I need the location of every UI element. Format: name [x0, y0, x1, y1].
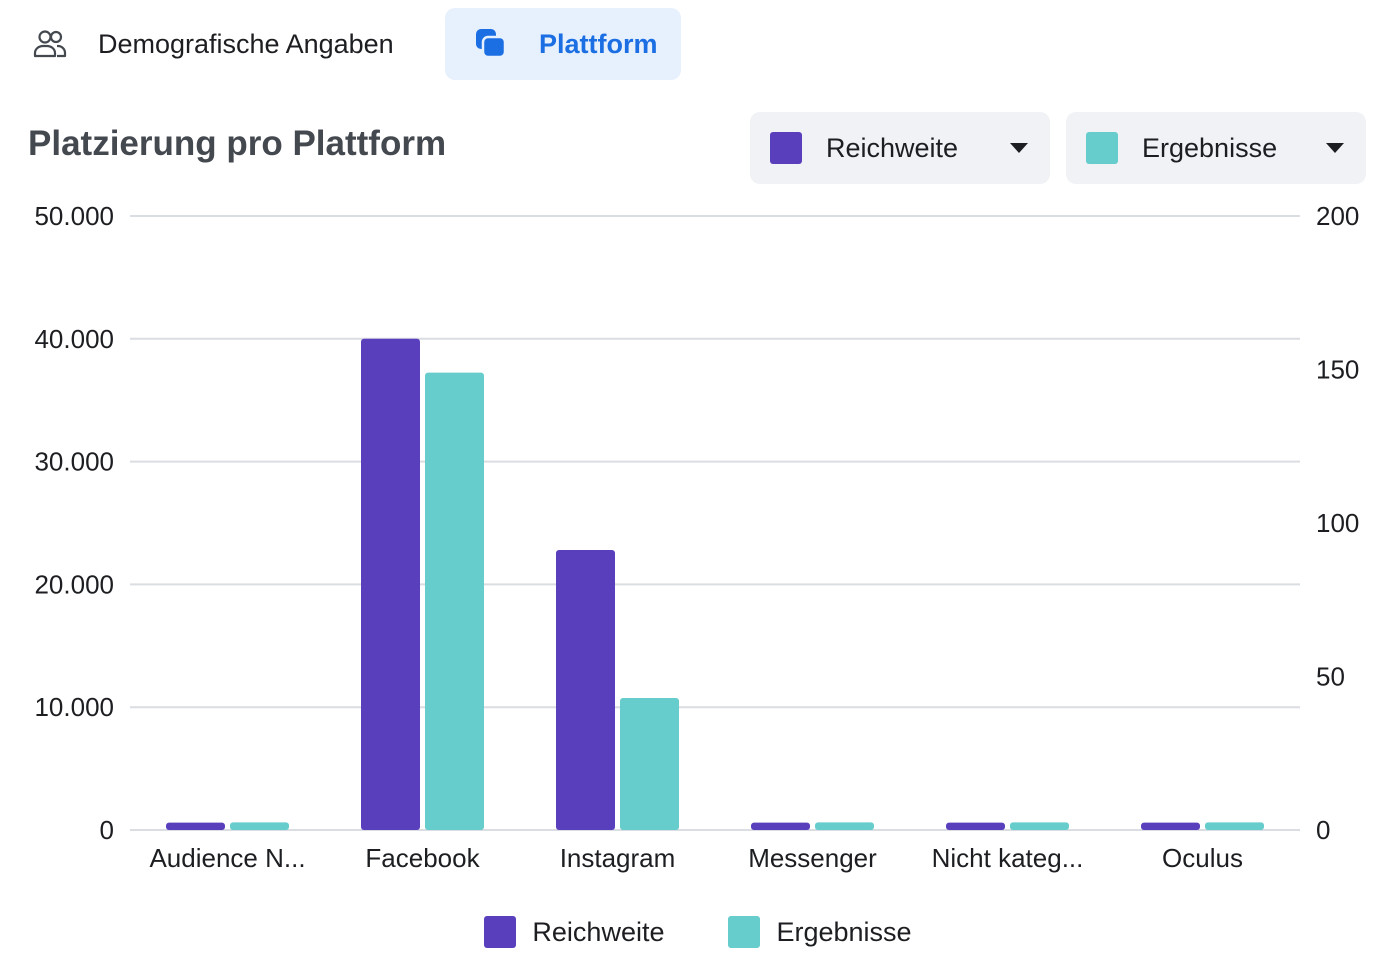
legend-swatch-reichweite [484, 916, 517, 948]
y-left-tick-label: 10.000 [34, 692, 114, 722]
chart-title: Platzierung pro Plattform [28, 124, 447, 163]
bar-reichweite-1 [361, 338, 420, 830]
tab-plattform[interactable]: Plattform [445, 8, 681, 80]
y-right-tick-label: 50 [1316, 662, 1345, 692]
x-tick-label: Instagram [560, 843, 676, 873]
caret-down-icon [1010, 143, 1028, 153]
tab-bar: Demografische Angaben Plattform [0, 8, 1396, 80]
x-tick-label: Audience N... [149, 843, 305, 873]
platform-icon [473, 26, 509, 62]
legend-item-reichweite[interactable]: Reichweite [484, 916, 664, 948]
x-tick-label: Oculus [1162, 843, 1243, 873]
bar-reichweite-5 [1141, 822, 1200, 830]
legend-swatch-ergebnisse [728, 916, 761, 948]
bar-chart: 0 10.000 20.000 30.000 40.000 50.000 0 50 100 150… [34, 201, 1359, 873]
y-right-tick-label: 200 [1316, 201, 1359, 231]
reichweite-select[interactable]: Reichweite [750, 112, 1050, 184]
y-left-tick-label: 20.000 [34, 569, 114, 599]
bar-ergebnisse-0 [230, 822, 289, 830]
bar-ergebnisse-1 [425, 372, 484, 830]
select-label: Reichweite [826, 132, 959, 163]
ergebnisse-select[interactable]: Ergebnisse [1066, 112, 1366, 184]
y-left-tick-label: 40.000 [34, 324, 114, 354]
bar-reichweite-3 [751, 822, 810, 830]
legend-label: Ergebnisse [776, 916, 912, 947]
bar-ergebnisse-2 [620, 697, 679, 830]
legend-label: Reichweite [532, 916, 665, 947]
people-icon [32, 26, 68, 62]
bar-reichweite-0 [166, 822, 225, 830]
tab-label: Demografische Angaben [98, 28, 394, 59]
bar-reichweite-4 [946, 822, 1005, 830]
bar-ergebnisse-3 [815, 822, 874, 830]
x-tick-label: Messenger [748, 843, 877, 873]
select-label: Ergebnisse [1142, 132, 1278, 163]
x-tick-label: Nicht kateg... [932, 843, 1084, 873]
y-left-tick-label: 0 [100, 815, 114, 845]
y-left-tick-label: 50.000 [34, 201, 114, 231]
caret-down-icon [1326, 143, 1344, 153]
tab-label: Plattform [539, 28, 658, 59]
bar-ergebnisse-5 [1205, 822, 1264, 830]
y-right-tick-label: 150 [1316, 355, 1359, 385]
ergebnisse-swatch [1086, 132, 1118, 164]
bar-ergebnisse-4 [1010, 822, 1069, 830]
y-right-tick-label: 100 [1316, 508, 1359, 538]
legend-item-ergebnisse[interactable]: Ergebnisse [728, 916, 912, 948]
x-tick-label: Facebook [365, 843, 480, 873]
tab-demografische-angaben[interactable]: Demografische Angaben [20, 8, 420, 80]
y-left-tick-label: 30.000 [34, 447, 114, 477]
y-right-tick-label: 0 [1316, 815, 1330, 845]
chart-legend: Reichweite Ergebnisse [0, 908, 1396, 956]
reichweite-swatch [770, 132, 802, 164]
bar-reichweite-2 [556, 550, 615, 830]
